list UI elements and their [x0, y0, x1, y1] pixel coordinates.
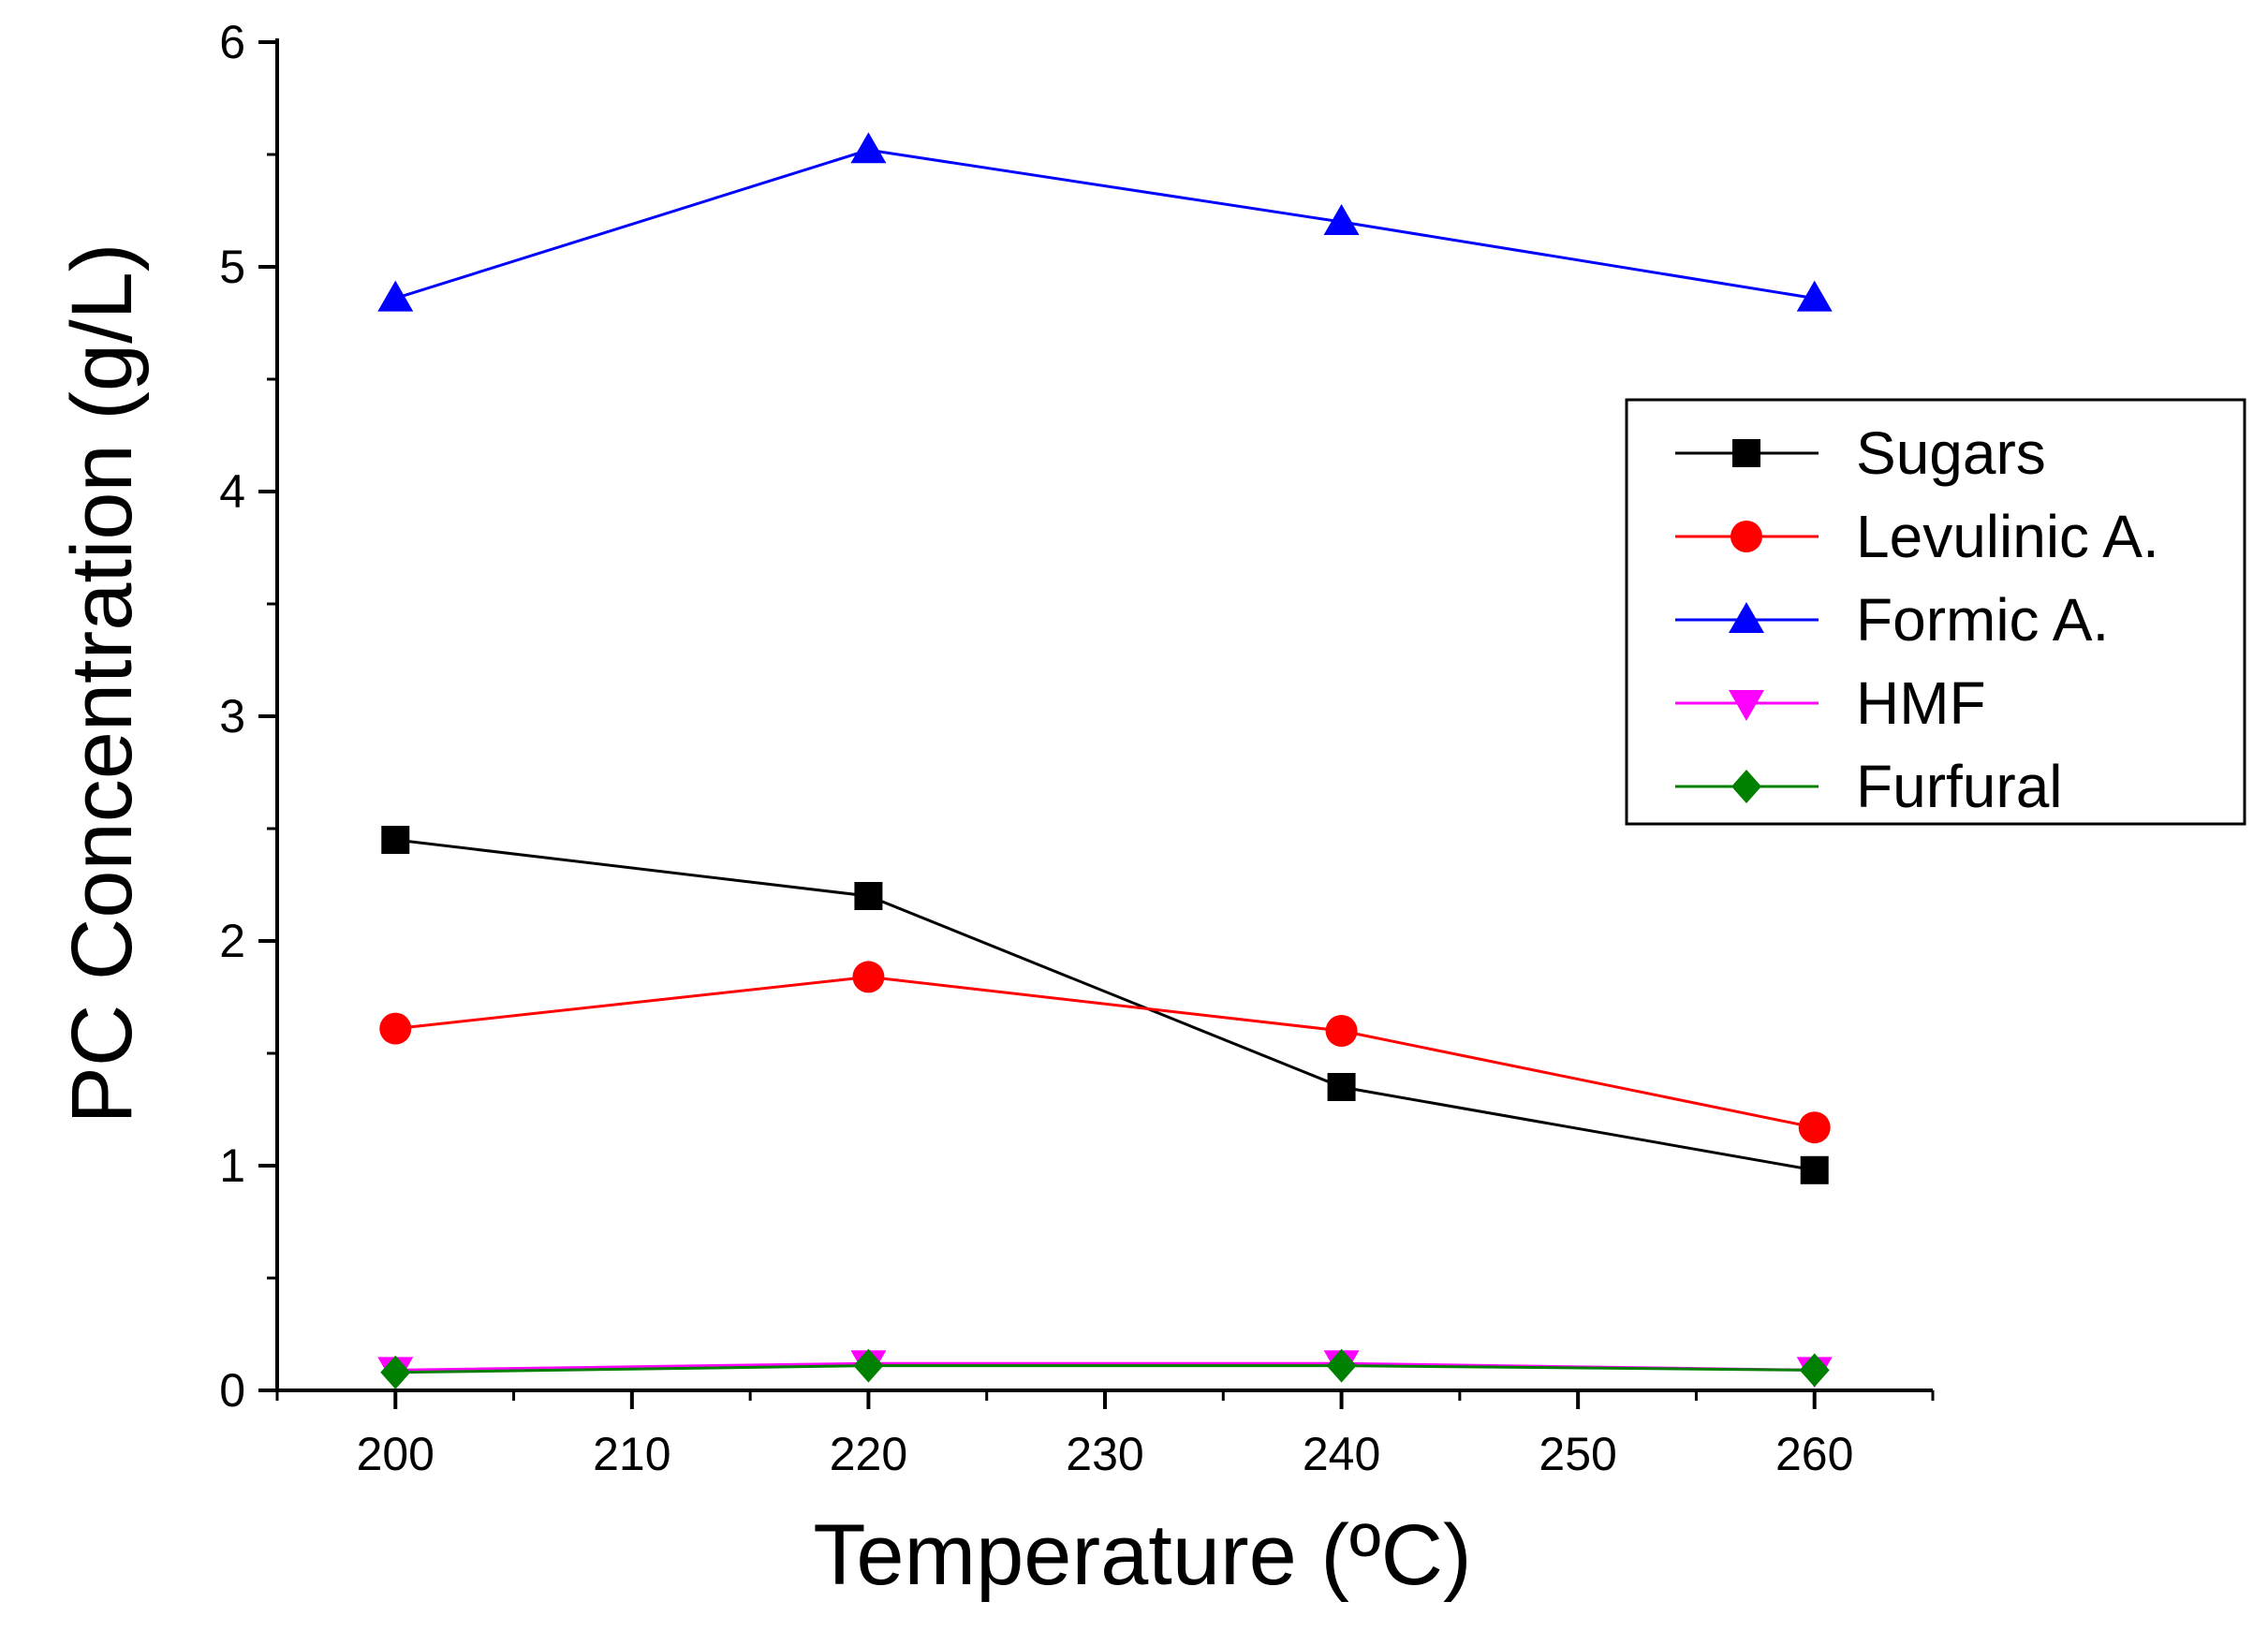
data-point — [377, 280, 414, 312]
legend-label: Sugars — [1856, 419, 2046, 487]
x-tick-label: 230 — [1066, 1428, 1143, 1480]
x-tick-label: 210 — [593, 1428, 670, 1480]
y-tick-label: 6 — [219, 16, 245, 68]
data-point — [1327, 1073, 1356, 1101]
legend-item: Levulinic A. — [1675, 503, 2159, 570]
data-point — [1796, 280, 1833, 312]
y-tick-label: 2 — [219, 915, 245, 967]
y-tick-label: 1 — [219, 1139, 245, 1192]
legend-marker — [1729, 690, 1764, 721]
y-tick-label: 4 — [219, 465, 245, 518]
axes: 0 1 2 3 4 5 6 200 210 220 230 240 250 260 — [219, 16, 1935, 1480]
data-point — [1326, 1348, 1357, 1383]
series-line — [395, 1364, 1815, 1374]
legend-label: Furfural — [1856, 753, 2063, 820]
plot-area — [377, 132, 1833, 1389]
y-tick-label: 5 — [219, 241, 245, 293]
x-tick-label: 220 — [830, 1428, 907, 1480]
legend-marker — [1732, 439, 1760, 467]
legend-label: Levulinic A. — [1856, 503, 2159, 570]
legend-item: HMF — [1675, 669, 1986, 737]
legend-item: Formic A. — [1675, 586, 2109, 654]
legend-item: Sugars — [1675, 419, 2046, 487]
series-line — [395, 975, 1816, 1129]
x-axis-title: Temperature (ºC) — [813, 1507, 1471, 1603]
y-axis-title: PC Concentration (g/L) — [54, 243, 150, 1124]
data-point — [852, 961, 885, 993]
x-tick-label: 240 — [1303, 1428, 1380, 1480]
data-point — [850, 132, 887, 164]
legend-label: HMF — [1856, 669, 1986, 737]
legend-label: Formic A. — [1856, 586, 2109, 654]
data-point — [379, 1012, 412, 1045]
series-furfural — [380, 1348, 1830, 1389]
legend-marker — [1729, 602, 1764, 633]
data-point — [380, 1355, 411, 1389]
legend-item: Furfural — [1675, 753, 2063, 820]
data-point — [1799, 1353, 1830, 1388]
data-point — [381, 826, 410, 854]
data-point — [853, 1348, 884, 1383]
x-tick-label: 200 — [357, 1428, 434, 1480]
y-tick-label: 3 — [219, 690, 245, 742]
legend-box — [1625, 398, 2246, 826]
data-point — [854, 882, 883, 910]
data-point — [1800, 1155, 1829, 1184]
series-levulinic-a — [379, 961, 1831, 1144]
series-line — [395, 838, 1815, 1172]
series-sugars — [381, 826, 1829, 1184]
y-tick-label: 0 — [219, 1364, 245, 1417]
legend: Sugars Levulinic A. Formic A. HMF Furfural — [1625, 398, 2246, 826]
series-line — [394, 148, 1815, 301]
data-point — [1323, 204, 1360, 235]
x-tick-label: 250 — [1539, 1428, 1616, 1480]
legend-marker — [1731, 770, 1761, 803]
series-formic-a — [377, 132, 1833, 312]
data-point — [1798, 1111, 1831, 1144]
legend-marker — [1730, 521, 1762, 552]
x-tick-label: 260 — [1775, 1428, 1853, 1480]
data-point — [1325, 1015, 1358, 1047]
